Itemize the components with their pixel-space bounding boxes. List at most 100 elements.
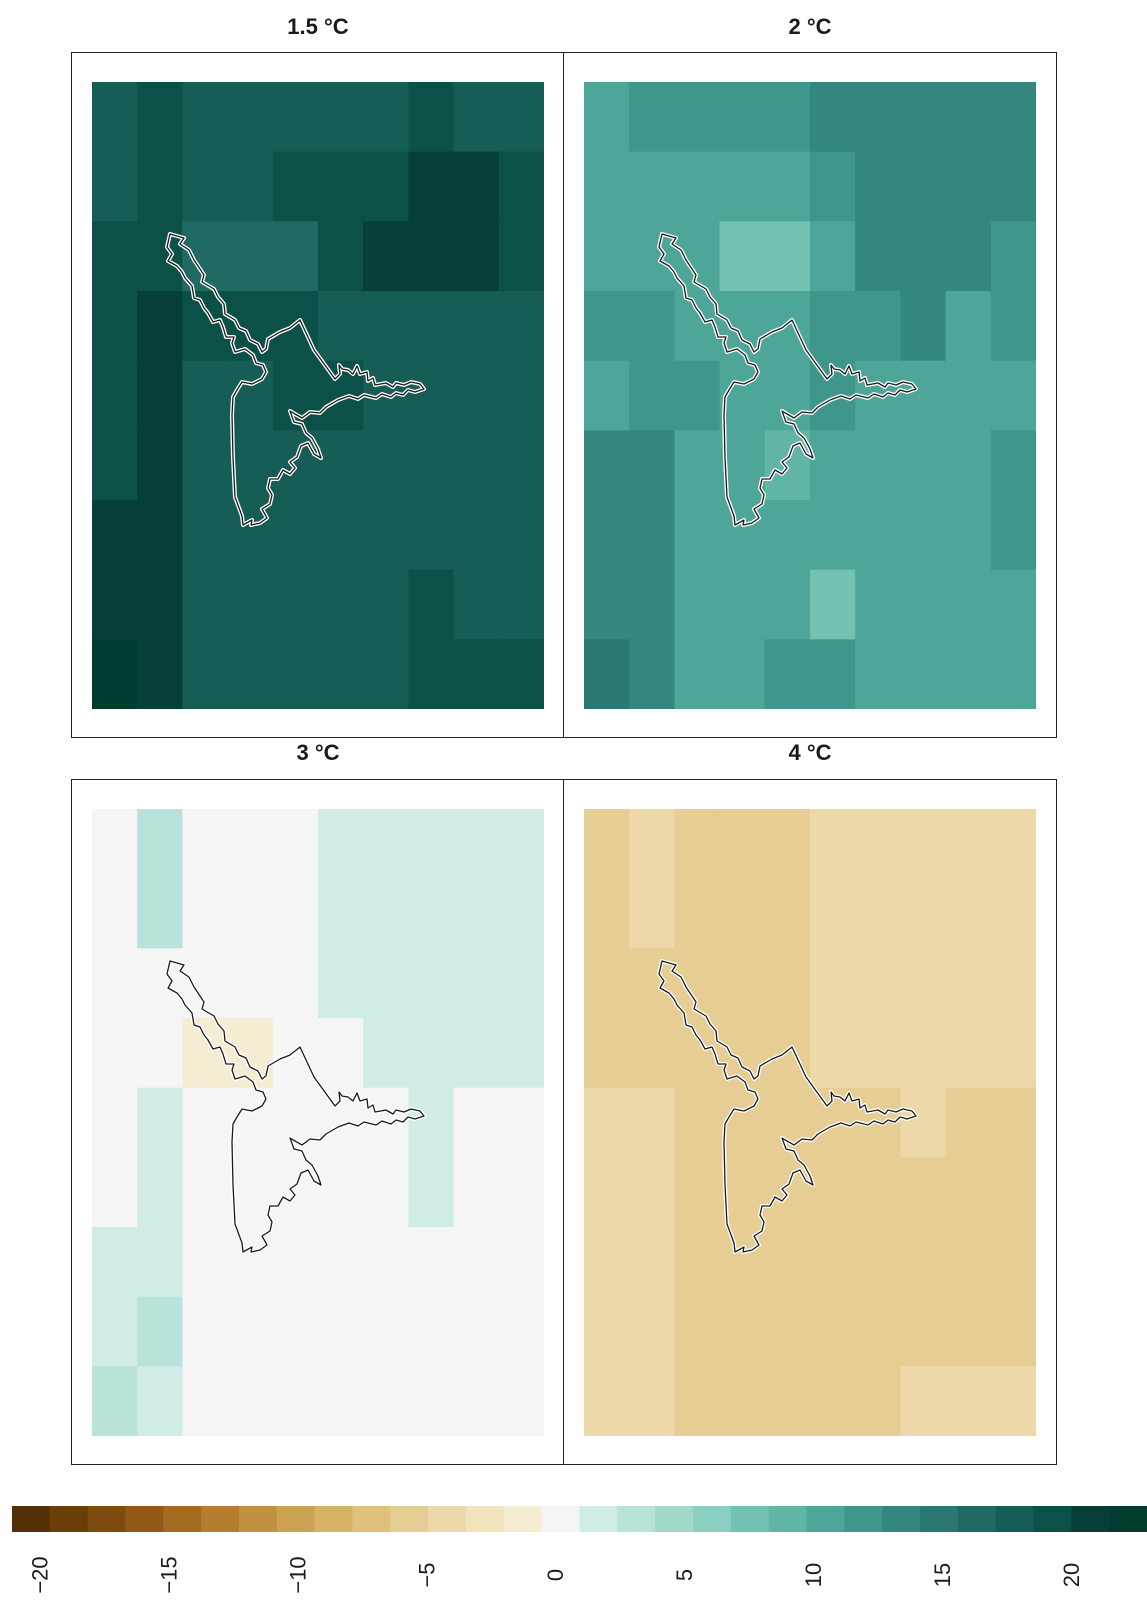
raster-cell <box>498 948 544 1019</box>
raster-cell <box>584 221 630 292</box>
raster-cell <box>92 1018 138 1089</box>
raster-cell <box>318 430 364 501</box>
raster-cell <box>584 151 630 222</box>
raster-cell <box>318 221 364 292</box>
raster-cell <box>990 430 1036 501</box>
color-scale-tick-label: −10 <box>285 1556 311 1594</box>
raster-cell <box>408 291 455 362</box>
raster-cell <box>764 360 811 431</box>
raster-cell <box>453 569 500 640</box>
raster-cell <box>810 809 856 880</box>
raster-cell <box>855 878 901 949</box>
raster-cell <box>810 1296 856 1367</box>
color-scale-swatch <box>201 1506 240 1532</box>
raster-cell <box>453 291 500 362</box>
color-scale-swatch <box>1109 1506 1147 1532</box>
raster-cell <box>227 809 274 880</box>
raster-cell <box>182 569 229 640</box>
raster-cell <box>990 1366 1036 1436</box>
raster-cell <box>945 1366 992 1436</box>
raster-cell <box>272 878 319 949</box>
raster-cell <box>764 1157 811 1228</box>
raster-cell <box>900 948 947 1019</box>
color-scale-swatch <box>314 1506 353 1532</box>
raster-cell <box>945 948 992 1019</box>
raster-cell <box>137 569 183 640</box>
raster-grid <box>92 809 544 1436</box>
raster-cell <box>408 151 455 222</box>
raster-cell <box>453 1157 500 1228</box>
raster-cell <box>810 1227 856 1298</box>
color-scale-swatch <box>503 1506 543 1532</box>
raster-svg <box>92 82 544 709</box>
raster-cell <box>900 151 947 222</box>
raster-cell <box>764 878 811 949</box>
color-scale-swatch <box>541 1506 580 1532</box>
raster-cell <box>855 221 901 292</box>
raster-cell <box>990 291 1036 362</box>
raster-cell <box>764 221 811 292</box>
raster-cell <box>363 1296 409 1367</box>
raster-cell <box>182 1087 229 1158</box>
raster-cell <box>629 1366 675 1436</box>
raster-cell <box>719 809 766 880</box>
raster-cell <box>855 1366 901 1436</box>
raster-cell <box>453 1087 500 1158</box>
raster-cell <box>318 1227 364 1298</box>
raster-cell <box>945 809 992 880</box>
color-scale-labels: −20 −15 −10 −5 0 5 10 15 20 <box>0 1545 1147 1605</box>
raster-cell <box>137 878 183 949</box>
raster-cell <box>674 430 721 501</box>
color-scale-swatch <box>655 1506 694 1532</box>
raster-cell <box>318 82 364 153</box>
raster-cell <box>227 639 274 709</box>
park-boundary <box>658 233 917 526</box>
raster-cell <box>318 500 364 571</box>
raster-cell <box>584 1227 630 1298</box>
raster-cell <box>137 1018 183 1089</box>
color-scale-swatch <box>12 1506 51 1532</box>
color-scale-tick-label: −20 <box>27 1556 53 1594</box>
raster-cell <box>900 82 947 153</box>
raster-cell <box>453 430 500 501</box>
raster-cell <box>810 569 856 640</box>
raster-cell <box>764 569 811 640</box>
color-scale-swatch <box>390 1506 429 1532</box>
raster-cell <box>764 639 811 709</box>
raster-grid <box>584 82 1036 709</box>
raster-cell <box>408 221 455 292</box>
color-scale-swatch <box>163 1506 202 1532</box>
raster-cell <box>363 948 409 1019</box>
raster-cell <box>318 1296 364 1367</box>
raster-cell <box>990 360 1036 431</box>
raster-cell <box>945 500 992 571</box>
raster-cell <box>945 1296 992 1367</box>
raster-cell <box>92 1087 138 1158</box>
raster-cell <box>318 569 364 640</box>
raster-cell <box>629 151 675 222</box>
raster-cell <box>363 809 409 880</box>
raster-cell <box>900 1296 947 1367</box>
raster-cell <box>408 430 455 501</box>
raster-cell <box>719 82 766 153</box>
raster-cell <box>453 1296 500 1367</box>
raster-cell <box>900 639 947 709</box>
raster-cell <box>719 1366 766 1436</box>
raster-cell <box>674 1087 721 1158</box>
raster-cell <box>764 500 811 571</box>
raster-cell <box>137 221 183 292</box>
raster-cell <box>453 639 500 709</box>
raster-cell <box>498 1227 544 1298</box>
raster-cell <box>900 360 947 431</box>
raster-cell <box>584 291 630 362</box>
raster-cell <box>182 878 229 949</box>
raster-cell <box>584 500 630 571</box>
raster-cell <box>990 221 1036 292</box>
raster-cell <box>855 1157 901 1228</box>
color-scale-tick-label: −15 <box>156 1556 182 1594</box>
raster-cell <box>674 360 721 431</box>
raster-cell <box>584 948 630 1019</box>
raster-cell <box>990 500 1036 571</box>
raster-cell <box>137 1087 183 1158</box>
raster-cell <box>764 1366 811 1436</box>
